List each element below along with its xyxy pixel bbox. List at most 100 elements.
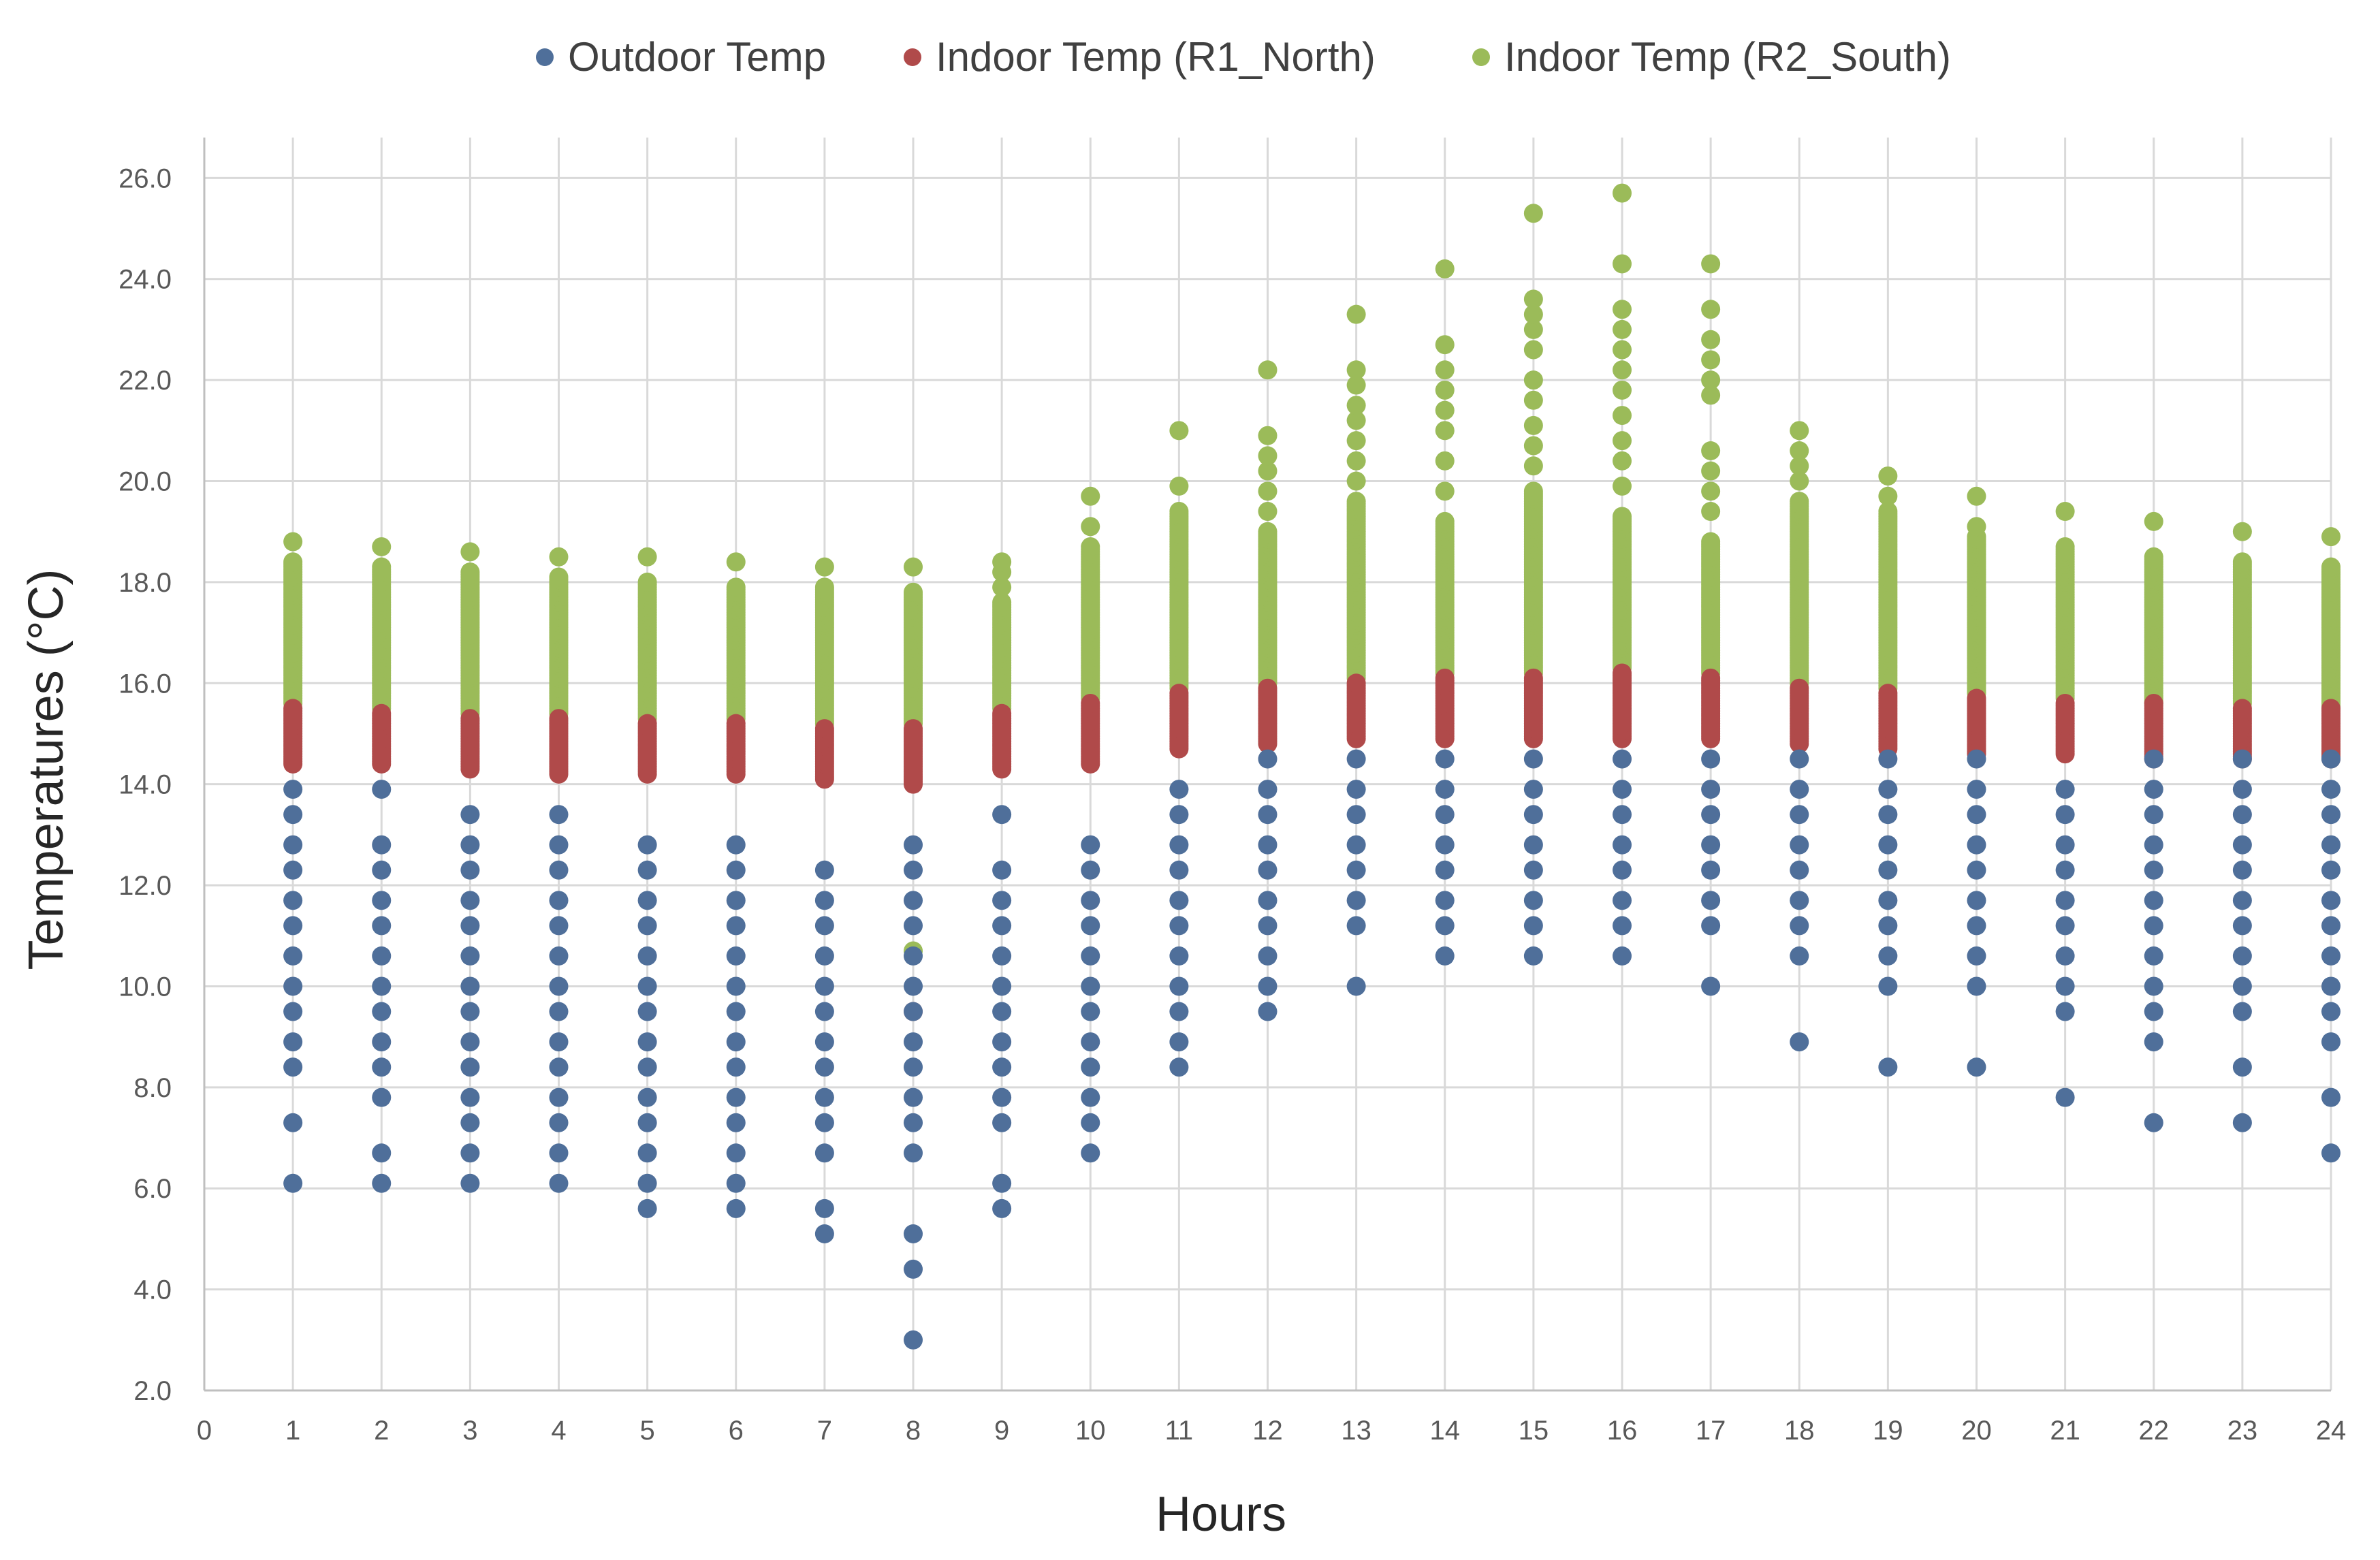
x-tick-label: 18 — [1784, 1416, 1815, 1446]
x-tick-label: 1 — [285, 1416, 300, 1446]
point-outdoor — [460, 1057, 480, 1077]
point-outdoor — [814, 1032, 834, 1052]
point-indoor-r2-south — [1523, 319, 1543, 339]
point-indoor-r2-south — [726, 577, 746, 597]
point-outdoor — [549, 1087, 569, 1107]
point-outdoor — [1790, 860, 1809, 880]
point-indoor-r2-south — [1701, 532, 1721, 552]
point-outdoor — [549, 1143, 569, 1163]
point-outdoor — [372, 1087, 392, 1107]
point-outdoor — [2321, 916, 2341, 936]
point-outdoor — [1081, 1087, 1100, 1107]
point-outdoor — [1790, 1032, 1809, 1052]
point-indoor-r1-north — [1701, 668, 1721, 688]
y-tick-label: 26.0 — [118, 163, 172, 193]
point-outdoor — [814, 1143, 834, 1163]
point-indoor-r1-north — [1346, 673, 1366, 693]
point-outdoor — [2232, 1113, 2252, 1132]
point-indoor-r2-south — [1346, 375, 1366, 395]
point-outdoor — [283, 1057, 303, 1077]
point-outdoor — [460, 916, 480, 936]
point-indoor-r2-south — [549, 547, 569, 567]
point-outdoor — [372, 976, 392, 996]
point-outdoor — [1435, 780, 1455, 799]
point-indoor-r2-south — [1701, 441, 1721, 460]
y-tick-label: 8.0 — [133, 1073, 172, 1103]
point-outdoor — [2232, 891, 2252, 910]
point-outdoor — [2232, 860, 2252, 880]
point-outdoor — [1346, 916, 1366, 936]
point-outdoor — [2321, 780, 2341, 799]
point-outdoor — [992, 1057, 1012, 1077]
point-outdoor — [2055, 1087, 2075, 1107]
point-indoor-r1-north — [2144, 693, 2163, 713]
point-indoor-r2-south — [1613, 360, 1632, 380]
point-indoor-r2-south — [904, 582, 923, 602]
y-tick-label: 12.0 — [118, 871, 172, 901]
point-outdoor — [549, 976, 569, 996]
point-indoor-r2-south — [549, 567, 569, 587]
point-indoor-r2-south — [1613, 476, 1632, 496]
point-outdoor — [2144, 749, 2163, 769]
point-indoor-r2-south — [1258, 481, 1278, 501]
point-outdoor — [1878, 780, 1898, 799]
point-outdoor — [372, 835, 392, 855]
x-tick-label: 7 — [817, 1416, 832, 1446]
point-outdoor — [2144, 835, 2163, 855]
point-outdoor — [2232, 1002, 2252, 1021]
y-tick-label: 6.0 — [133, 1174, 172, 1204]
y-tick-label: 16.0 — [118, 669, 172, 699]
point-outdoor — [1258, 1002, 1278, 1021]
point-indoor-r2-south — [1081, 517, 1100, 537]
point-outdoor — [904, 1032, 923, 1052]
point-outdoor — [2144, 976, 2163, 996]
x-tick-label: 15 — [1519, 1416, 1549, 1446]
point-outdoor — [814, 1002, 834, 1021]
point-outdoor — [2144, 946, 2163, 966]
point-outdoor — [1878, 946, 1898, 966]
point-outdoor — [460, 976, 480, 996]
point-outdoor — [637, 1173, 657, 1193]
point-outdoor — [2055, 780, 2075, 799]
point-outdoor — [2232, 916, 2252, 936]
point-indoor-r2-south — [1701, 461, 1721, 481]
legend-label-1: Indoor Temp (R1_North) — [936, 34, 1376, 80]
data-points — [283, 183, 2341, 1350]
y-tick-label: 18.0 — [118, 568, 172, 598]
point-indoor-r1-north — [637, 714, 657, 733]
point-outdoor — [726, 860, 746, 880]
point-outdoor — [372, 916, 392, 936]
point-indoor-r2-south — [1878, 466, 1898, 486]
point-outdoor — [283, 891, 303, 910]
point-outdoor — [549, 1002, 569, 1021]
point-outdoor — [2232, 946, 2252, 966]
x-tick-label: 9 — [994, 1416, 1009, 1446]
y-tick-label: 20.0 — [118, 467, 172, 497]
point-outdoor — [549, 805, 569, 825]
point-outdoor — [1169, 946, 1189, 966]
point-indoor-r2-south — [1258, 360, 1278, 380]
point-outdoor — [1878, 805, 1898, 825]
point-outdoor — [2144, 1032, 2163, 1052]
point-outdoor — [1169, 1002, 1189, 1021]
legend-marker-1 — [904, 48, 921, 66]
point-indoor-r2-south — [1435, 481, 1455, 501]
point-indoor-r1-north — [1523, 668, 1543, 688]
point-indoor-r2-south — [992, 552, 1012, 572]
point-outdoor — [904, 1224, 923, 1243]
x-tick-label: 10 — [1075, 1416, 1106, 1446]
point-outdoor — [1790, 946, 1809, 966]
point-outdoor — [2144, 916, 2163, 936]
point-outdoor — [2144, 805, 2163, 825]
point-indoor-r2-south — [1523, 415, 1543, 435]
point-outdoor — [1790, 749, 1809, 769]
point-indoor-r2-south — [1523, 456, 1543, 476]
point-outdoor — [2321, 1087, 2341, 1107]
point-outdoor — [1258, 976, 1278, 996]
point-outdoor — [549, 916, 569, 936]
x-tick-label: 14 — [1430, 1416, 1461, 1446]
point-outdoor — [1346, 860, 1366, 880]
point-outdoor — [637, 1143, 657, 1163]
point-indoor-r2-south — [1258, 502, 1278, 522]
